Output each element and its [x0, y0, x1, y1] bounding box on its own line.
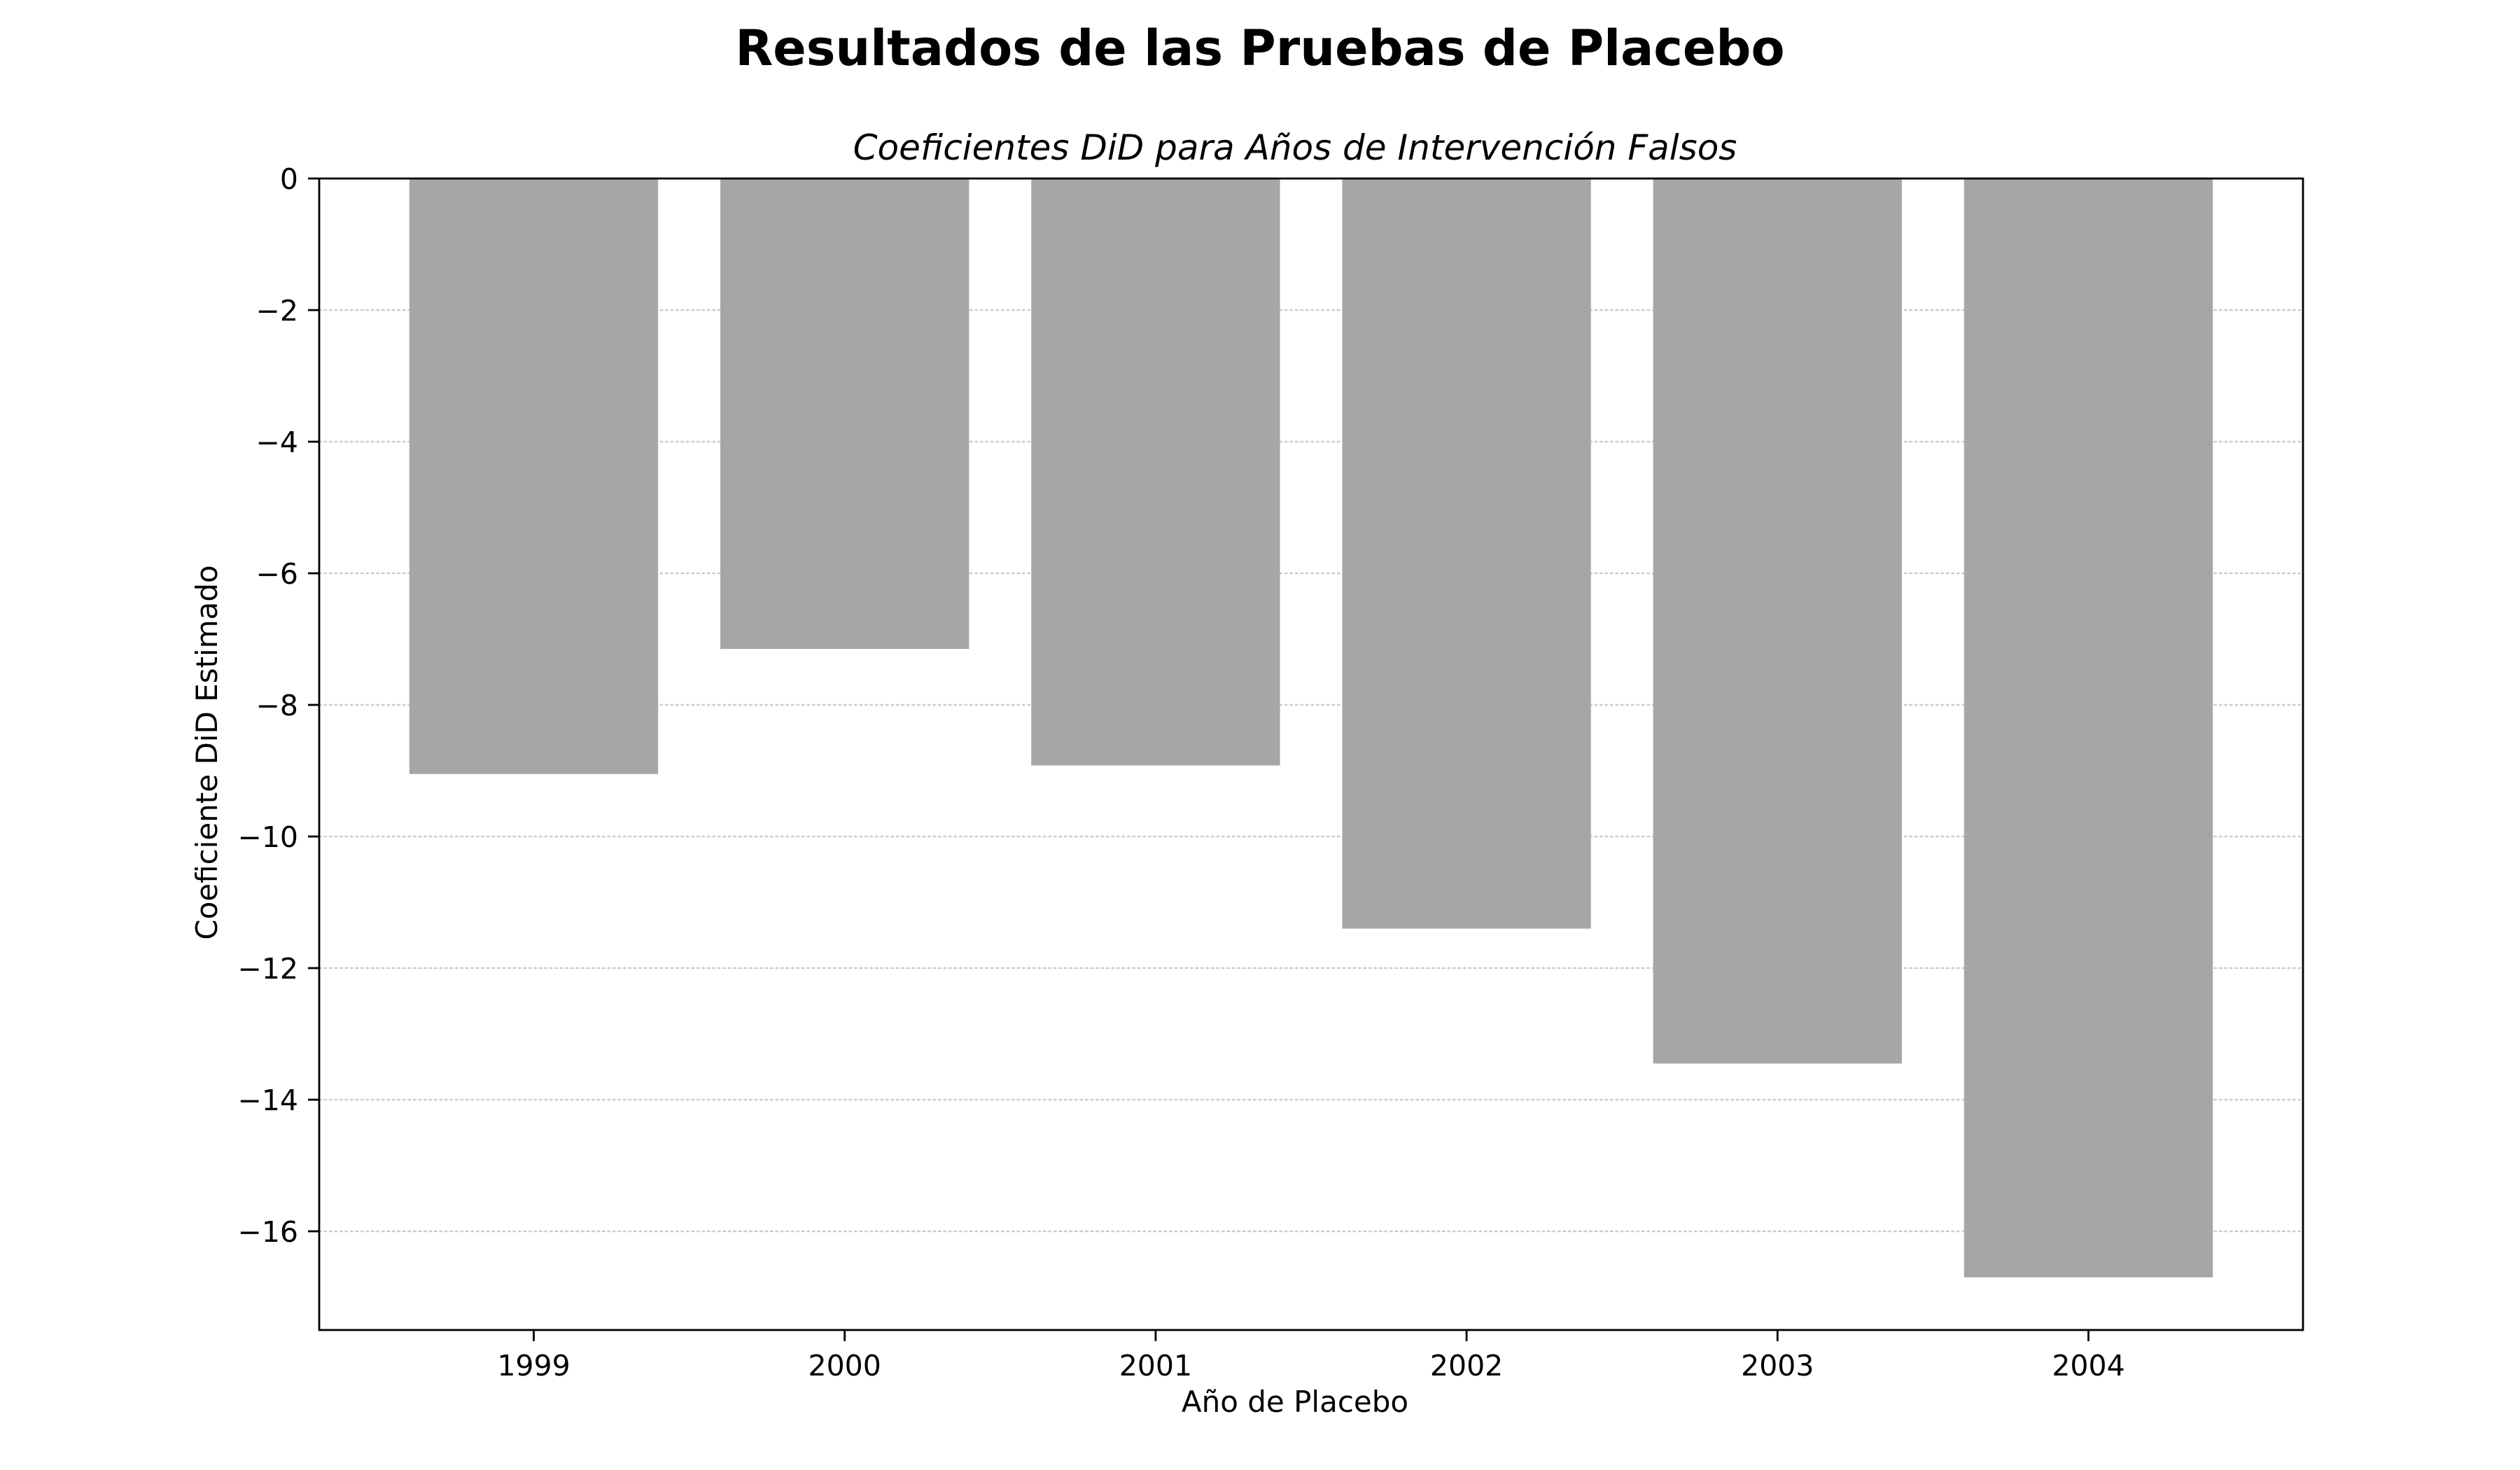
x-tick-label: 2001 — [1119, 1349, 1192, 1382]
y-tick-label: −4 — [256, 426, 298, 459]
bar-1999 — [409, 178, 659, 774]
bar-2002 — [1342, 178, 1591, 929]
y-tick-label: −2 — [256, 294, 298, 328]
y-axis-label: Coeficiente DiD Estimado — [190, 565, 224, 939]
bar-2003 — [1653, 178, 1902, 1064]
bar-2000 — [720, 178, 969, 650]
x-tick-label: 2002 — [1430, 1349, 1503, 1382]
bars — [409, 178, 2213, 1278]
y-tick-label: −10 — [237, 820, 298, 854]
bar-2004 — [1963, 178, 2213, 1278]
x-axis-label: Año de Placebo — [1182, 1385, 1408, 1419]
axes: 0 −2 −4 −6 −8 −10 −12 −14 −16 1999 2000 2001 2002 200… — [237, 162, 2304, 1382]
y-tick-label: −6 — [256, 557, 298, 591]
y-tick-label: −8 — [256, 689, 298, 722]
plot-frame — [318, 177, 2304, 1331]
y-tick-label: 0 — [280, 162, 298, 196]
x-tick-label: 2004 — [2052, 1349, 2124, 1382]
x-tick-label: 1999 — [497, 1349, 570, 1382]
chart-title: Coeficientes DiD para Años de Intervenci… — [853, 127, 1737, 168]
y-tick-label: −14 — [237, 1084, 298, 1117]
y-tick-label: −12 — [237, 952, 298, 986]
x-tick-label: 2003 — [1741, 1349, 1814, 1382]
figure-title: Resultados de las Pruebas de Placebo — [735, 20, 1784, 77]
x-tick-label: 2000 — [808, 1349, 881, 1382]
bar-2001 — [1031, 178, 1280, 766]
y-tick-label: −16 — [237, 1215, 298, 1249]
